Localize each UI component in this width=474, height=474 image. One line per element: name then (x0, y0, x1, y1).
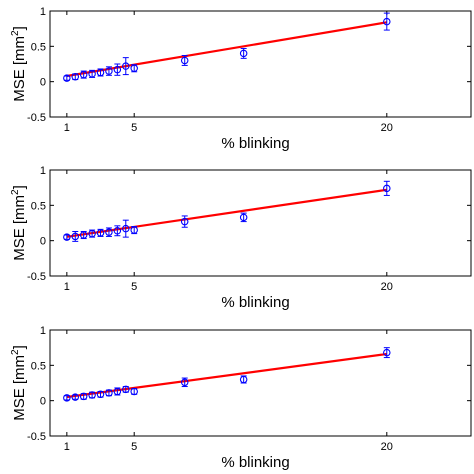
y-axis-label-superscript: 2 (10, 189, 21, 195)
x-tick-label: 20 (381, 281, 393, 293)
x-tick-label: 5 (131, 122, 137, 134)
y-tick-label: 0.5 (31, 41, 46, 53)
x-axis-label: % blinking (221, 454, 289, 471)
data-point (88, 391, 96, 399)
y-axis-label-main: MSE [mm (11, 355, 28, 421)
fit-line (66, 21, 387, 78)
x-tick-label: 1 (64, 122, 70, 134)
y-tick-label: -0.5 (27, 431, 46, 443)
data-point (239, 213, 248, 222)
y-tick-label: 0 (40, 77, 46, 89)
data-point (130, 226, 138, 234)
y-axis-label: MSE [mm2] (10, 26, 28, 102)
plot-area (49, 329, 472, 437)
data-point (96, 68, 105, 77)
y-axis-label-superscript: 2 (10, 349, 21, 355)
x-tick-label: 20 (381, 441, 393, 453)
data-point (71, 393, 80, 401)
data-point (180, 56, 189, 65)
data-point (79, 231, 88, 239)
data-point (63, 394, 71, 402)
data-point (130, 387, 138, 396)
data-point (96, 390, 105, 399)
data-point (96, 229, 105, 237)
y-tick-label: 1 (40, 165, 46, 177)
data-point (180, 217, 189, 226)
data-point (79, 70, 88, 79)
data-point (239, 375, 248, 384)
x-tick-label: 1 (64, 281, 70, 293)
y-axis-label-main: MSE [mm (11, 36, 28, 102)
x-axis-label: % blinking (221, 294, 289, 311)
data-point (122, 385, 130, 394)
x-tick-label: 5 (131, 441, 137, 453)
y-tick-label: 1 (40, 325, 46, 337)
data-point (71, 232, 80, 241)
data-point (113, 65, 122, 74)
data-point (113, 387, 122, 396)
y-axis-label-superscript: 2 (10, 30, 21, 36)
data-point (105, 67, 113, 75)
y-tick-label: 0.5 (31, 200, 46, 212)
data-point (122, 62, 130, 70)
panel-3: -0.5 0 0.5 1 1 5 20 % blinking MSE [mm2] (10, 325, 472, 471)
data-point (63, 74, 71, 82)
data-point (105, 389, 113, 397)
data-point (88, 229, 96, 238)
x-tick-label: 1 (64, 441, 70, 453)
data-point (122, 224, 130, 233)
data-point (383, 348, 391, 357)
y-axis-label: MSE [mm2] (10, 185, 28, 261)
data-point (71, 72, 80, 81)
y-tick-label: 0.5 (31, 360, 46, 372)
y-axis-label: MSE [mm2] (10, 345, 28, 421)
data-point (79, 392, 88, 401)
data-point (113, 227, 122, 235)
data-point (383, 17, 391, 26)
y-tick-label: 1 (40, 6, 46, 18)
x-axis-label: % blinking (221, 135, 289, 152)
data-point (130, 64, 138, 72)
y-axis-label-close: ] (11, 185, 28, 189)
plot-area (49, 10, 472, 118)
y-tick-label: 0 (40, 236, 46, 248)
panel-1: -0.5 0 0.5 1 1 5 20 % blinking MSE [mm2] (10, 6, 472, 152)
y-tick-label: 0 (40, 396, 46, 408)
data-point (88, 70, 96, 78)
x-tick-label: 5 (131, 281, 137, 293)
y-tick-label: -0.5 (27, 112, 46, 124)
data-point (239, 49, 248, 58)
y-axis-label-close: ] (11, 26, 28, 30)
data-point (105, 228, 113, 236)
panel-2: -0.5 0 0.5 1 1 5 20 % blinking MSE [mm2] (10, 165, 472, 311)
y-axis-label-close: ] (11, 345, 28, 349)
data-point (383, 184, 391, 193)
y-axis-label-main: MSE [mm (11, 195, 28, 261)
data-point (180, 378, 189, 387)
x-tick-label: 20 (381, 122, 393, 134)
data-point (63, 233, 71, 241)
plot-area (49, 169, 472, 277)
y-tick-label: -0.5 (27, 271, 46, 283)
